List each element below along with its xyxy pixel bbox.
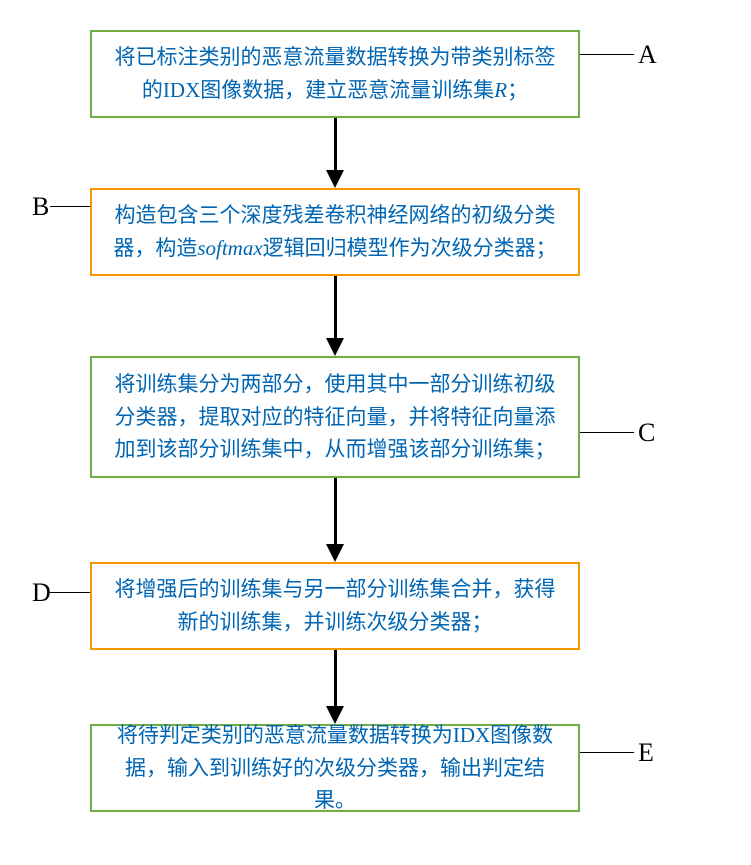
arrow-c-d: [334, 478, 337, 546]
step-label-e: E: [638, 738, 654, 768]
label-connector-a: [580, 54, 634, 55]
arrow-head-icon: [326, 170, 344, 188]
step-label-b: B: [32, 192, 49, 222]
arrow-head-icon: [326, 544, 344, 562]
flowchart-node-e: 将待判定类别的恶意流量数据转换为IDX图像数据，输入到训练好的次级分类器，输出判…: [90, 724, 580, 812]
flowchart-node-d: 将增强后的训练集与另一部分训练集合并，获得新的训练集，并训练次级分类器；: [90, 562, 580, 650]
node-text: 将增强后的训练集与另一部分训练集合并，获得新的训练集，并训练次级分类器；: [106, 573, 564, 638]
flowchart-canvas: 将已标注类别的恶意流量数据转换为带类别标签的IDX图像数据，建立恶意流量训练集R…: [0, 0, 751, 865]
flowchart-node-a: 将已标注类别的恶意流量数据转换为带类别标签的IDX图像数据，建立恶意流量训练集R…: [90, 30, 580, 118]
flowchart-node-c: 将训练集分为两部分，使用其中一部分训练初级分类器，提取对应的特征向量，并将特征向…: [90, 356, 580, 478]
node-text: 将待判定类别的恶意流量数据转换为IDX图像数据，输入到训练好的次级分类器，输出判…: [106, 719, 564, 817]
arrow-a-b: [334, 118, 337, 172]
label-connector-e: [580, 752, 634, 753]
flowchart-node-b: 构造包含三个深度残差卷积神经网络的初级分类器，构造softmax逻辑回归模型作为…: [90, 188, 580, 276]
arrow-head-icon: [326, 706, 344, 724]
node-text: 将训练集分为两部分，使用其中一部分训练初级分类器，提取对应的特征向量，并将特征向…: [106, 368, 564, 466]
arrow-d-e: [334, 650, 337, 708]
arrow-b-c: [334, 276, 337, 340]
step-label-a: A: [638, 40, 657, 70]
step-label-d: D: [32, 578, 51, 608]
node-text: 将已标注类别的恶意流量数据转换为带类别标签的IDX图像数据，建立恶意流量训练集R…: [106, 41, 564, 106]
label-connector-c: [580, 432, 634, 433]
label-connector-b: [50, 206, 90, 207]
label-connector-d: [50, 592, 90, 593]
arrow-head-icon: [326, 338, 344, 356]
node-text: 构造包含三个深度残差卷积神经网络的初级分类器，构造softmax逻辑回归模型作为…: [106, 199, 564, 264]
step-label-c: C: [638, 418, 655, 448]
